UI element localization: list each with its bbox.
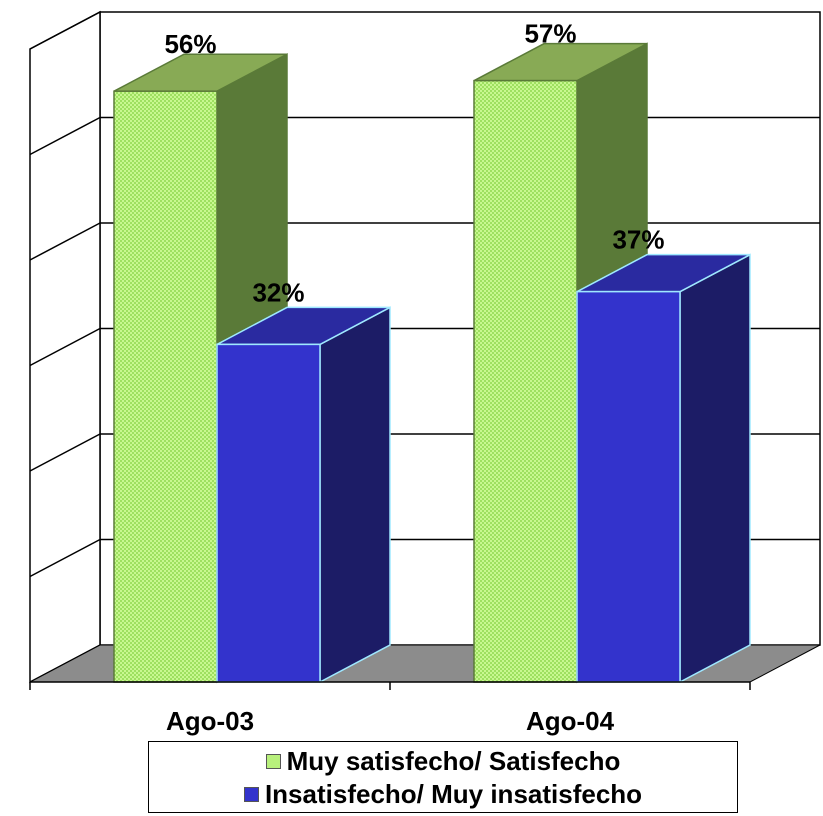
bar-side	[679, 253, 751, 684]
bar-front	[113, 90, 218, 683]
legend-item: Muy satisfecho/ Satisfecho	[149, 745, 737, 778]
legend-swatch-blue	[243, 787, 259, 802]
gridline-side	[29, 11, 101, 50]
x-tick-label: Ago-03	[166, 706, 254, 736]
gridline-side	[29, 327, 101, 367]
gridline-side	[29, 433, 101, 472]
axes: Ago-03 Ago-04	[29, 681, 751, 736]
legend-label: Insatisfecho/ Muy insatisfecho	[264, 779, 643, 809]
bar-side	[319, 306, 391, 684]
gridline-side	[29, 116, 101, 156]
data-label: 57%	[524, 19, 576, 49]
bar	[576, 253, 751, 684]
data-label: 32%	[252, 277, 304, 307]
x-tick-label: Ago-04	[526, 706, 615, 736]
bar-front	[576, 290, 681, 683]
bar-front	[216, 343, 321, 683]
data-label: 56%	[164, 29, 216, 59]
bar	[216, 306, 391, 684]
legend-item: Insatisfecho/ Muy insatisfecho	[149, 778, 737, 811]
gridline-side	[29, 222, 101, 261]
legend-swatch-green	[265, 754, 281, 769]
gridline-side	[29, 538, 101, 578]
legend: Muy satisfecho/ Satisfecho Insatisfecho/…	[148, 741, 738, 813]
legend-label: Muy satisfecho/ Satisfecho	[286, 746, 621, 776]
data-labels: 56% 32% 57% 37%	[164, 19, 664, 308]
bar-front	[473, 79, 578, 683]
data-label: 37%	[612, 225, 664, 255]
bars	[113, 42, 751, 684]
